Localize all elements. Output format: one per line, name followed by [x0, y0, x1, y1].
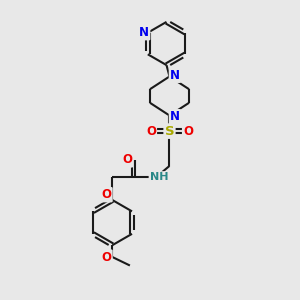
Text: O: O — [183, 124, 193, 138]
Text: N: N — [170, 69, 180, 82]
Text: O: O — [146, 124, 156, 138]
Text: S: S — [165, 124, 174, 138]
Text: O: O — [122, 153, 132, 167]
Text: O: O — [101, 250, 112, 264]
Text: N: N — [170, 110, 180, 123]
Text: NH: NH — [150, 172, 168, 182]
Text: N: N — [139, 26, 149, 39]
Text: O: O — [101, 188, 112, 201]
